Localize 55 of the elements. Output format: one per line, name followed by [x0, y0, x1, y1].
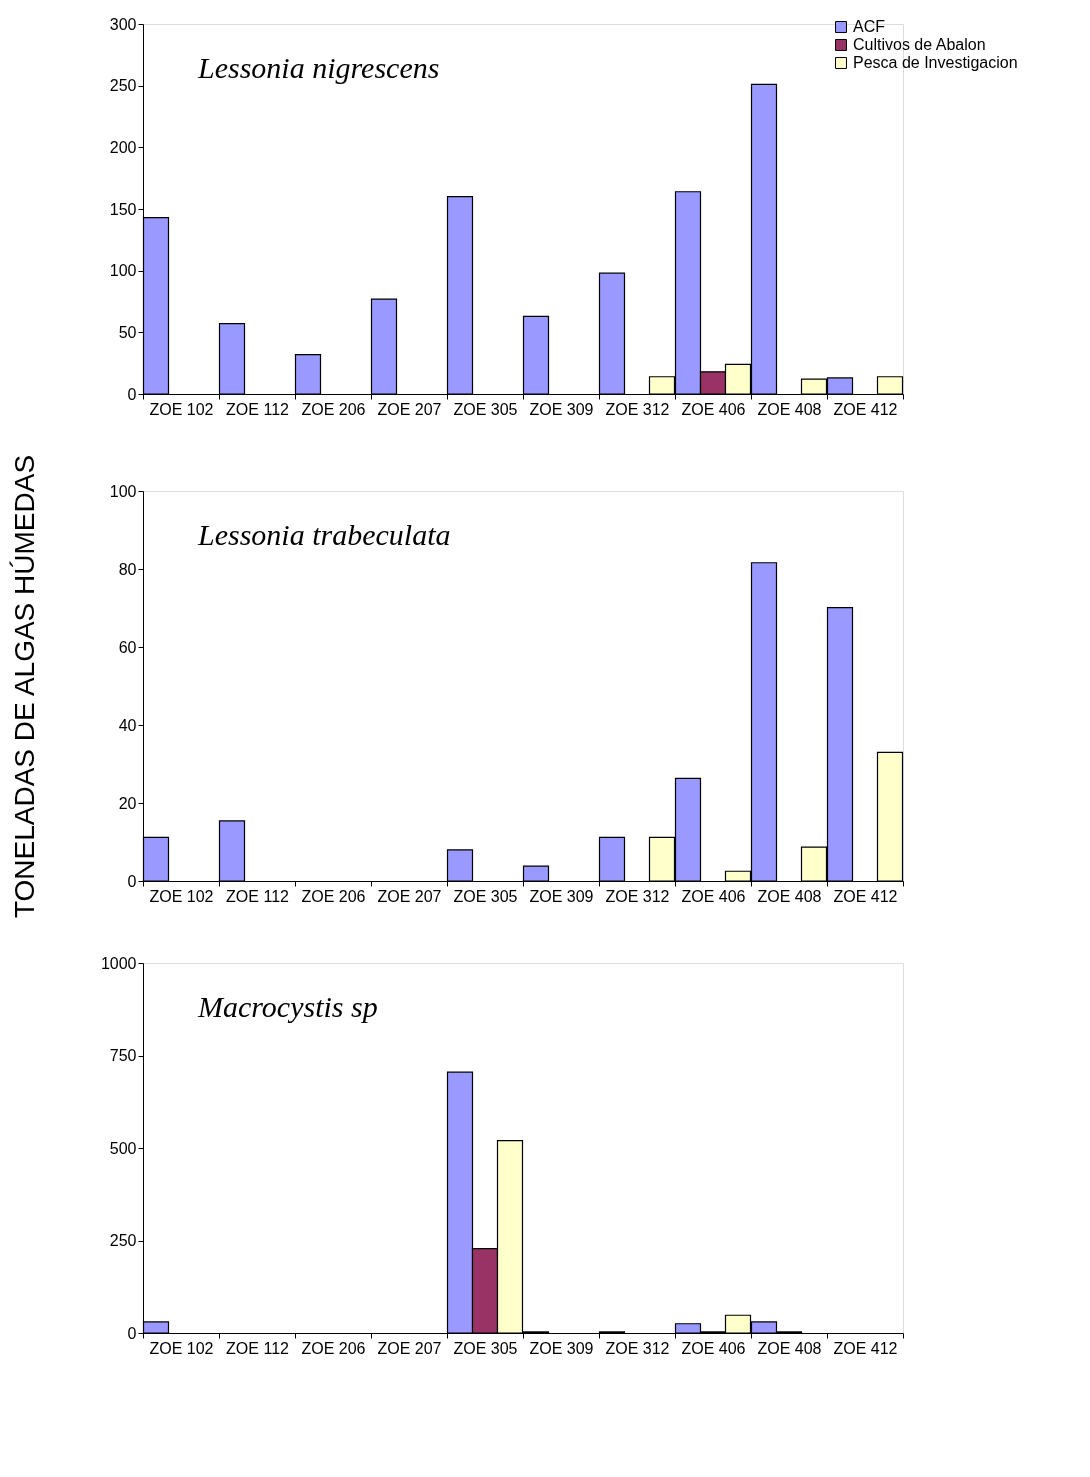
x-tick-label: ZOE 309: [529, 1339, 594, 1357]
y-tick-label: 1000: [100, 954, 137, 972]
x-tick-label: ZOE 305: [453, 400, 518, 418]
y-tick-label: 150: [109, 200, 137, 218]
x-tick-label: ZOE 305: [453, 887, 518, 905]
text: Lessonia nigrescens: [197, 51, 440, 84]
x-tick-label: ZOE 406: [681, 887, 746, 905]
x-tick-label: ZOE 408: [757, 887, 822, 905]
y-axis-title: TONELADAS DE ALGAS HÚMEDAS: [8, 454, 40, 919]
y-tick-label: 0: [127, 385, 137, 403]
x-tick-label: ZOE 412: [833, 400, 898, 418]
x-tick-label: ZOE 207: [377, 400, 442, 418]
y-tick-label: 0: [127, 1324, 137, 1342]
y-tick-label: 100: [109, 262, 137, 280]
y-tick-label: 750: [109, 1047, 137, 1064]
y-tick-label: 250: [109, 77, 137, 95]
x-tick-label: ZOE 102: [149, 887, 214, 905]
legend-label: Pesca de Investigacion: [853, 54, 1018, 71]
y-tick-label: 250: [109, 1232, 137, 1249]
x-tick-label: ZOE 112: [226, 400, 290, 418]
y-tick-label: 40: [118, 716, 137, 734]
x-tick-label: ZOE 102: [149, 400, 214, 418]
y-tick-label: 60: [118, 638, 137, 656]
x-tick-label: ZOE 112: [226, 887, 290, 905]
x-tick-label: ZOE 406: [681, 1339, 746, 1357]
x-tick-label: ZOE 406: [681, 400, 746, 418]
text: Lessonia trabeculata: [197, 518, 451, 551]
x-tick-label: ZOE 312: [605, 400, 670, 418]
x-tick-label: ZOE 412: [833, 887, 898, 905]
legend-label: Cultivos de Abalon: [853, 36, 986, 53]
y-tick-label: 200: [109, 138, 137, 156]
x-tick-label: ZOE 305: [453, 1339, 518, 1357]
x-tick-label: ZOE 312: [605, 887, 670, 905]
x-tick-label: ZOE 312: [605, 1339, 670, 1357]
y-tick-label: 300: [109, 15, 137, 33]
x-tick-label: ZOE 408: [757, 1339, 822, 1357]
x-tick-label: ZOE 309: [529, 400, 594, 418]
y-tick-label: 20: [118, 794, 137, 812]
y-tick-label: 500: [109, 1139, 137, 1157]
y-tick-label: 100: [109, 482, 137, 500]
x-tick-label: ZOE 207: [377, 1339, 442, 1357]
x-tick-label: ZOE 206: [301, 400, 366, 418]
x-tick-label: ZOE 102: [149, 1339, 214, 1357]
y-tick-label: 50: [118, 323, 137, 341]
y-tick-label: 80: [118, 560, 137, 578]
legend-label: ACF: [853, 18, 886, 35]
x-tick-label: ZOE 112: [226, 1339, 290, 1357]
x-tick-label: ZOE 207: [377, 887, 442, 905]
y-tick-label: 0: [127, 872, 137, 890]
x-tick-label: ZOE 309: [529, 887, 594, 905]
text: Macrocystis sp: [197, 990, 378, 1023]
x-tick-label: ZOE 206: [301, 887, 366, 905]
x-tick-label: ZOE 206: [301, 1339, 366, 1357]
x-tick-label: ZOE 408: [757, 400, 822, 418]
x-tick-label: ZOE 412: [833, 1339, 898, 1357]
